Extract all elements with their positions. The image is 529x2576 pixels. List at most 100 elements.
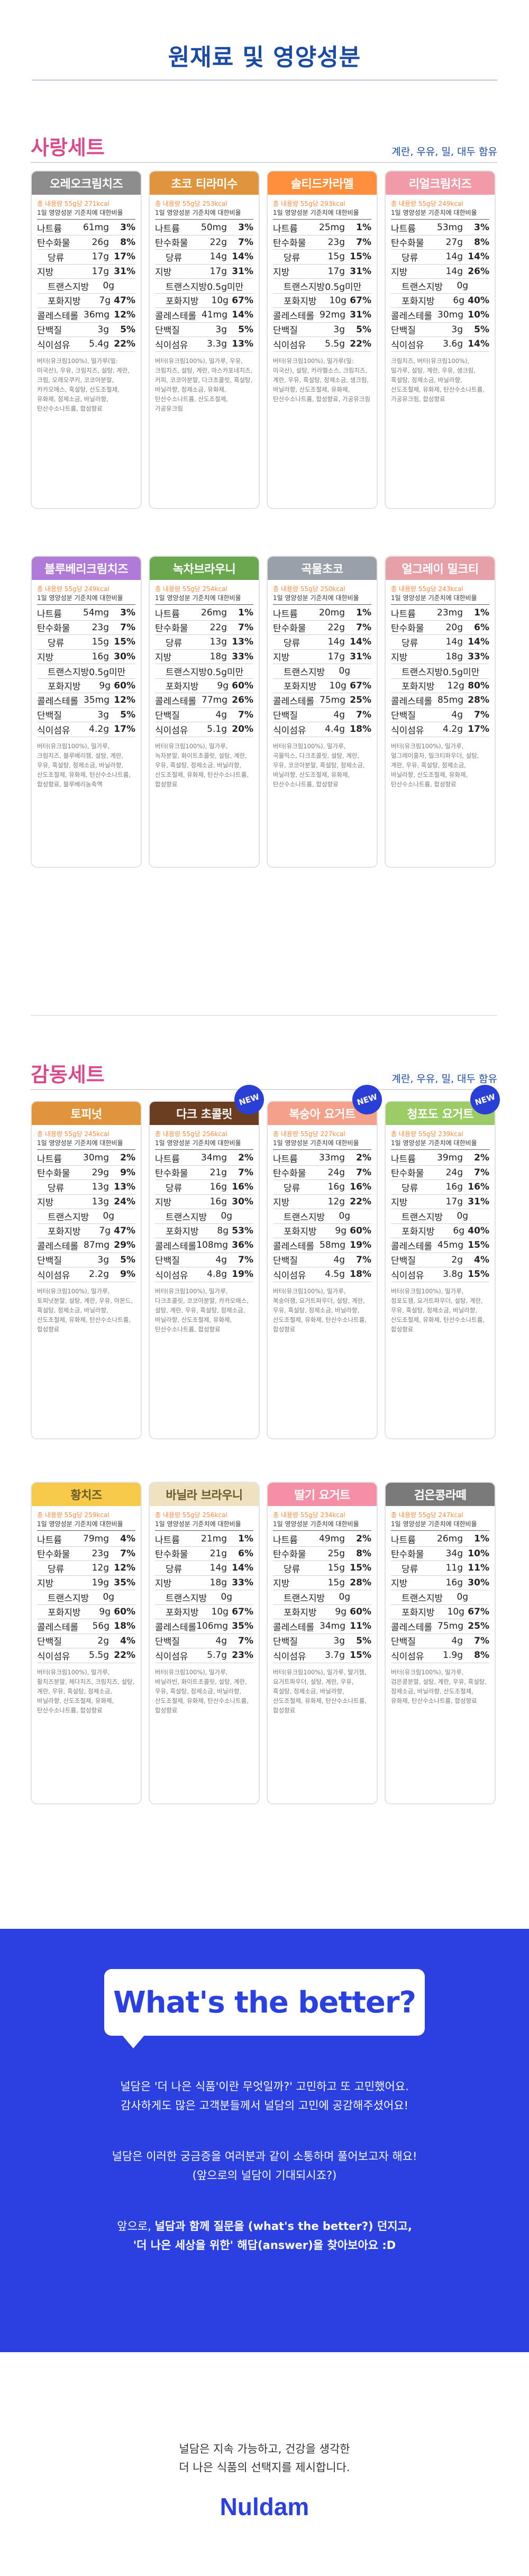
nutrition-table: 총 내용량 55g당 247kcal 1일 영양성분 기준치에 대한비율 나트륨… xyxy=(386,1506,495,1711)
nutrient-amount: 23g xyxy=(92,1548,109,1559)
nutrient-row: 탄수화물 22g 7% xyxy=(273,621,371,635)
nutrient-label: 단백질 xyxy=(37,1637,62,1648)
nutrient-amount: 7g xyxy=(99,295,111,306)
nutrient-row: 트랜스지방 0g xyxy=(391,1209,489,1224)
nutrient-row: 단백질 3g 5% xyxy=(273,1634,371,1648)
nutrient-percent: 14% xyxy=(468,637,489,648)
product-card: 토피넛 총 내용량 55g당 245kcal 1일 영양성분 기준치에 대한비율… xyxy=(31,1101,142,1439)
nutrient-percent: 9% xyxy=(120,1167,135,1178)
nutrient-amount: 10g xyxy=(211,1606,229,1617)
nutrient-row: 트랜스지방 0g xyxy=(273,1590,371,1605)
nutrient-percent: 60% xyxy=(232,680,253,691)
nutrient-row: 트랜스지방 0g xyxy=(37,1209,135,1224)
nutrient-row: 트랜스지방 0.5g미만 xyxy=(391,664,489,679)
nutrient-label: 트랜스지방 xyxy=(48,667,89,678)
nutrient-label: 포화지방 xyxy=(166,682,199,693)
nutrient-row: 콜레스테롤 108mg 36% xyxy=(155,1238,253,1253)
nutrient-row: 콜레스테롤 75mg 25% xyxy=(391,1619,489,1634)
daily-value-basis: 1일 영양성분 기준치에 대한비율 xyxy=(37,1519,135,1531)
nutrient-amount: 5.1g xyxy=(207,724,227,735)
nutrient-amount: 8g xyxy=(217,1225,229,1236)
nutrient-row: 당류 16g 16% xyxy=(273,1180,371,1195)
nutrient-label: 트랜스지방 xyxy=(166,667,207,678)
nutrient-percent: 30% xyxy=(232,1196,253,1207)
nutrient-label: 탄수화물 xyxy=(155,238,188,249)
nutrient-amount: 3g xyxy=(97,1254,109,1265)
nutrient-amount: 10g xyxy=(447,1606,464,1617)
product-name: 바닐라 브라우니 xyxy=(150,1483,259,1506)
nutrient-amount: 21g xyxy=(209,1167,227,1178)
product-name: 얼그레이 밀크티 xyxy=(386,557,495,580)
nutrient-percent: 31% xyxy=(350,651,371,662)
daily-value-basis: 1일 영양성분 기준치에 대한비율 xyxy=(273,1519,371,1531)
product-name: 딸기 요거트 xyxy=(268,1483,377,1506)
nutrient-label: 트랜스지방 xyxy=(166,1593,207,1604)
nutrient-amount: 39mg xyxy=(437,1153,463,1164)
nutrient-row: 포화지방 8g 53% xyxy=(155,1224,253,1238)
nutrient-label: 탄수화물 xyxy=(273,623,306,634)
nutrient-label: 단백질 xyxy=(391,325,416,337)
nutrient-percent: 1% xyxy=(238,1534,253,1545)
nutrient-row: 포화지방 10g 67% xyxy=(273,294,371,308)
calorie-info: 총 내용량 55g당 293kcal xyxy=(273,200,345,207)
nutrient-label: 당류 xyxy=(166,1564,183,1575)
nutrient-percent: 7% xyxy=(238,1254,253,1265)
calorie-info: 총 내용량 55g당 271kcal xyxy=(37,200,110,207)
nutrient-percent: 7% xyxy=(120,622,135,633)
nutrient-label: 나트륨 xyxy=(273,223,298,234)
nutrient-amount: 19g xyxy=(92,1577,109,1588)
nutrient-amount: 12g xyxy=(327,1196,345,1207)
nutrient-row: 지방 15g 28% xyxy=(273,1576,371,1590)
nutrient-percent: 14% xyxy=(468,251,489,262)
nutrient-row: 탄수화물 34g 10% xyxy=(391,1547,489,1561)
nutrient-percent: 2% xyxy=(120,1153,135,1164)
product-name: 토피넛 xyxy=(32,1102,141,1125)
calorie-info: 총 내용량 55g당 253kcal xyxy=(155,200,227,207)
nutrition-table: 총 내용량 55g당 249kcal 1일 영양성분 기준치에 대한비율 나트륨… xyxy=(386,195,495,409)
nutrient-percent: 2% xyxy=(474,1153,489,1164)
nutrient-amount: 10g xyxy=(329,680,346,691)
nutrient-amount: 14g xyxy=(445,251,463,262)
footer-line: 널담은 지속 가능하고, 건강을 생각한 xyxy=(179,2443,350,2455)
nutrient-percent: 2% xyxy=(356,1534,371,1545)
nutrient-amount: 16g xyxy=(209,1182,227,1193)
nutrient-label: 당류 xyxy=(284,1564,300,1575)
daily-value-basis: 1일 영양성분 기준치에 대한비율 xyxy=(273,1138,371,1150)
nutrient-label: 트랜스지방 xyxy=(284,1593,325,1604)
nutrient-row: 탄수화물 27g 8% xyxy=(391,235,489,250)
nutrient-label: 당류 xyxy=(402,638,418,649)
nutrient-row: 콜레스테롤 58mg 19% xyxy=(273,1238,371,1253)
product-name: 검은콩라떼 xyxy=(386,1483,495,1506)
nutrient-label: 탄수화물 xyxy=(155,1549,188,1561)
nutrient-percent: 13% xyxy=(232,637,253,648)
nutrient-row: 포화지방 9g 60% xyxy=(37,679,135,693)
nutrient-row: 탄수화물 22g 7% xyxy=(155,621,253,635)
nutrient-row: 트랜스지방 0g xyxy=(155,1209,253,1224)
nutrition-table: 총 내용량 55g당 256kcal 1일 영양성분 기준치에 대한비율 나트륨… xyxy=(150,1506,259,1720)
nutrient-amount: 17g xyxy=(209,266,227,277)
nutrient-amount: 3g xyxy=(215,324,227,335)
nutrient-label: 콜레스테롤 xyxy=(273,696,315,707)
nutrient-label: 탄수화물 xyxy=(37,1168,70,1180)
nutrient-amount: 25mg xyxy=(319,222,345,233)
nutrient-label: 콜레스테롤 xyxy=(37,311,79,322)
daily-value-basis: 1일 영양성분 기준치에 대한비율 xyxy=(391,593,489,605)
nutrient-row: 지방 17g 31% xyxy=(155,265,253,279)
daily-value-basis: 1일 영양성분 기준치에 대한비율 xyxy=(273,593,371,605)
nutrient-amount: 106mg xyxy=(196,1621,229,1632)
ingredients-text: 버터(유크림100%), 밀가루(밀: 미국산), 설탕, 카라멜소스, 크림치… xyxy=(273,357,370,403)
nutrient-label: 식이섬유 xyxy=(273,340,306,351)
nutrient-row: 단백질 3g 5% xyxy=(155,323,253,337)
calorie-info: 총 내용량 55g당 227kcal xyxy=(273,1130,345,1138)
daily-value-basis: 1일 영양성분 기준치에 대한비율 xyxy=(155,1519,253,1531)
nutrient-label: 당류 xyxy=(284,1183,300,1194)
nutrient-amount: 0.5g미만 xyxy=(89,667,126,678)
nutrient-row: 포화지방 6g 40% xyxy=(391,1224,489,1238)
nutrient-amount: 6g xyxy=(453,295,464,306)
speech-bubble-tail xyxy=(122,2035,145,2048)
nutrient-label: 식이섬유 xyxy=(391,725,424,736)
nutrient-amount: 3g xyxy=(333,324,345,335)
nutrient-row: 식이섬유 4.2g 17% xyxy=(37,722,135,737)
nutrient-row: 콜레스테롤 56g 18% xyxy=(37,1619,135,1634)
nutrient-row: 탄수화물 21g 6% xyxy=(155,1547,253,1561)
